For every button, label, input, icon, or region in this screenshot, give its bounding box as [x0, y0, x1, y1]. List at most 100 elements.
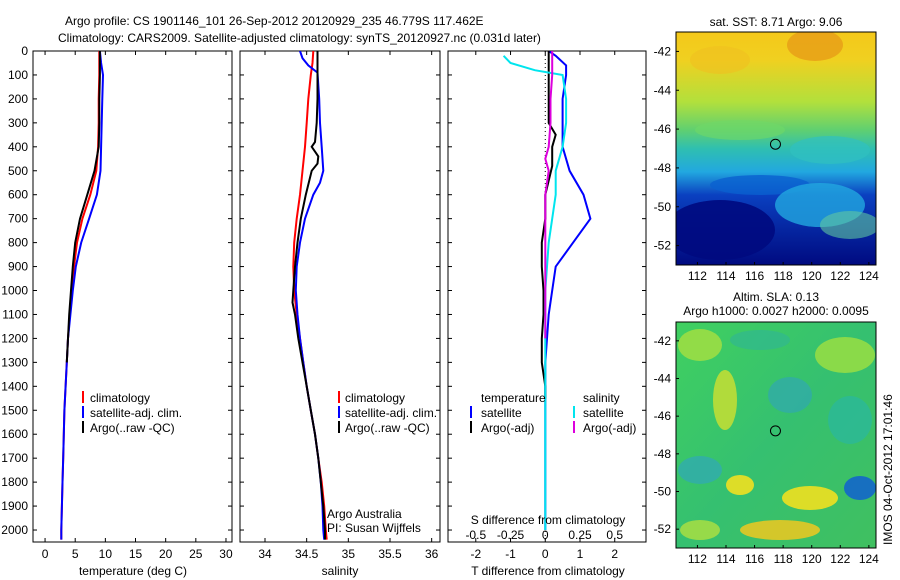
x-tick-label: 34 [258, 547, 272, 561]
legend-swatch-climatology [82, 391, 84, 403]
sla-map-title: Altim. SLA: 0.13 [733, 290, 819, 304]
legend-header-salinity: salinity [583, 391, 620, 405]
timestamp-stamp: IMOS 04-Oct-2012 17:01:46 [881, 394, 895, 545]
depth-tick-label: 1600 [1, 427, 28, 441]
temperature-axes [32, 50, 233, 543]
legend-swatch-s-argo [573, 421, 575, 433]
depth-tick-label: 1200 [1, 331, 28, 345]
map-y-tick-label: -48 [654, 161, 672, 175]
depth-tick-label: 1300 [1, 355, 28, 369]
legend-swatch-satellite [82, 406, 84, 418]
legend-label-s-argo: Argo(-adj) [583, 421, 636, 435]
x-tick-label: 2 [611, 547, 618, 561]
depth-axis: 0 100 200 300 400 500 600 700 800 900 1000 1100 1200… [1, 44, 646, 537]
legend-label-climatology: climatology [345, 391, 405, 405]
series-line-argo-adj- [544, 51, 554, 339]
sst-argo-marker [769, 138, 781, 150]
depth-tick-label: 2000 [1, 523, 28, 537]
sla-map-subtitle: Argo h1000: 0.0027 h2000: 0.0095 [683, 304, 869, 318]
depth-tick-label: 300 [8, 116, 28, 130]
map-y-tick-label: -50 [654, 200, 672, 214]
series-line-climatology [60, 51, 101, 540]
x-tick-label: 1 [577, 547, 584, 561]
series-line-satellite-adj-clim- [60, 51, 105, 540]
sla-argo-marker [769, 425, 781, 437]
map-x-tick-label: 114 [716, 269, 735, 283]
map-y-tick-label: -46 [654, 122, 672, 136]
map-x-tick-label: 122 [830, 552, 850, 566]
map-y-tick-label: -52 [654, 522, 672, 536]
legend-label-satellite: satellite-adj. clim. [90, 406, 182, 420]
depth-tick-label: 1700 [1, 451, 28, 465]
x-tick-label: -1 [505, 547, 516, 561]
x-tick-label: 30 [219, 547, 233, 561]
depth-tick-label: 1100 [2, 307, 28, 321]
legend-swatch-climatology [338, 391, 340, 403]
temperature-lines [60, 51, 105, 540]
series-line-argo-raw-qc- [65, 51, 101, 363]
map-x-tick-label: 124 [859, 552, 879, 566]
difference-xlabel: T difference from climatology [471, 564, 625, 578]
depth-tick-label: 400 [8, 140, 28, 154]
x-tick-label: 20 [159, 547, 173, 561]
s-difference-tick-label: -0.25 [497, 528, 525, 542]
s-difference-tick-label: 0.5 [606, 528, 623, 542]
salinity-legend: climatology satellite-adj. clim. Argo(..… [338, 391, 437, 435]
depth-tick-label: 700 [8, 212, 28, 226]
depth-tick-label: 800 [8, 236, 28, 250]
difference-xlabel-top: S difference from climatology [471, 513, 626, 527]
s-difference-tick-label: 0.25 [568, 528, 592, 542]
sst-map-axes: 112 114 116 118 120 122 124 -42 -44 -46 -48 -50 -52 [654, 44, 880, 283]
credit-owner: Argo Australia [327, 507, 402, 521]
map-y-tick-label: -46 [654, 409, 672, 423]
difference-legend: temperature salinity satellite Argo(-adj… [470, 391, 636, 435]
legend-swatch-t-satellite [470, 406, 472, 418]
legend-swatch-argo [338, 421, 340, 433]
map-x-tick-label: 120 [802, 269, 822, 283]
depth-tick-label: 200 [8, 92, 28, 106]
map-x-tick-label: 124 [859, 269, 879, 283]
temperature-x-axis: 0 5 10 15 20 25 30 [42, 51, 233, 561]
map-y-tick-label: -50 [654, 485, 672, 499]
series-line-argo-raw-qc- [291, 51, 326, 540]
map-x-tick-label: 112 [688, 269, 707, 283]
series-line-satellite [502, 55, 568, 530]
legend-swatch-satellite [338, 406, 340, 418]
map-x-tick-label: 120 [802, 552, 822, 566]
x-tick-label: 15 [129, 547, 143, 561]
sla-map-field [676, 322, 876, 548]
legend-label-argo: Argo(..raw -QC) [345, 421, 430, 435]
map-x-tick-label: 118 [774, 552, 793, 566]
difference-lines [502, 51, 592, 530]
x-tick-label: 35 [342, 547, 356, 561]
legend-swatch-s-satellite [573, 406, 575, 418]
map-y-tick-label: -42 [654, 44, 672, 58]
salinity-x-axis: 34 34.5 35 35.5 36 [258, 51, 439, 561]
depth-tick-label: 1400 [1, 379, 28, 393]
depth-tick-label: 1900 [1, 499, 28, 513]
x-tick-label: 0 [542, 547, 549, 561]
depth-tick-label: 1800 [1, 475, 28, 489]
x-tick-label: 35.5 [378, 547, 402, 561]
salinity-xlabel: salinity [322, 564, 359, 578]
depth-tick-label: 1000 [1, 284, 28, 298]
legend-label-argo: Argo(..raw -QC) [90, 421, 175, 435]
credit-pi: PI: Susan Wijffels [327, 521, 421, 535]
depth-tick-label: 900 [8, 260, 28, 274]
legend-label-t-satellite: satellite [481, 406, 522, 420]
x-tick-label: 34.5 [295, 547, 319, 561]
depth-tick-label: 0 [21, 44, 28, 58]
legend-swatch-argo [82, 421, 84, 433]
temperature-legend: climatology satellite-adj. clim. Argo(..… [82, 391, 182, 435]
sst-map-field [676, 32, 876, 265]
sla-map-frame [675, 321, 877, 549]
difference-x-axis: -2 -1 0 1 2 [470, 51, 618, 561]
series-line-argo-adj- [540, 51, 557, 399]
map-x-tick-label: 118 [774, 269, 793, 283]
x-tick-label: 25 [189, 547, 203, 561]
x-tick-label: -2 [470, 547, 481, 561]
series-line-satellite [544, 51, 592, 530]
legend-label-t-argo: Argo(-adj) [481, 421, 534, 435]
map-x-tick-label: 116 [745, 269, 764, 283]
temperature-xlabel: temperature (deg C) [79, 564, 187, 578]
